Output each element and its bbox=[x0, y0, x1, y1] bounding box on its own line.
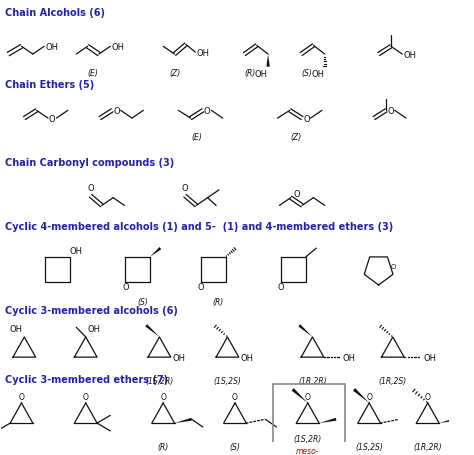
Text: O: O bbox=[293, 190, 300, 199]
Text: (S): (S) bbox=[301, 68, 312, 77]
Polygon shape bbox=[353, 388, 369, 403]
Text: (1R,2R): (1R,2R) bbox=[413, 442, 442, 451]
Text: O: O bbox=[113, 106, 120, 116]
Text: O: O bbox=[305, 392, 310, 401]
Text: (Z): (Z) bbox=[169, 68, 180, 77]
Text: O: O bbox=[387, 106, 394, 116]
Text: (R): (R) bbox=[157, 442, 169, 451]
Text: OH: OH bbox=[45, 43, 58, 52]
Text: O: O bbox=[425, 392, 431, 401]
Text: Chain Ethers (5): Chain Ethers (5) bbox=[5, 80, 95, 90]
Text: (1R,2R): (1R,2R) bbox=[298, 376, 327, 385]
Text: O: O bbox=[366, 392, 372, 401]
Text: OH: OH bbox=[403, 51, 416, 60]
Polygon shape bbox=[174, 418, 192, 423]
Text: (1S,2R): (1S,2R) bbox=[146, 376, 173, 385]
Text: (S): (S) bbox=[229, 442, 240, 451]
Text: O: O bbox=[49, 114, 55, 123]
Text: (1S,2S): (1S,2S) bbox=[355, 442, 383, 451]
Polygon shape bbox=[266, 55, 270, 67]
Text: OH: OH bbox=[173, 353, 186, 362]
Text: O: O bbox=[391, 263, 396, 269]
Text: (1S,2R): (1S,2R) bbox=[293, 435, 322, 444]
Text: O: O bbox=[232, 392, 238, 401]
Text: OH: OH bbox=[196, 49, 209, 57]
Text: OH: OH bbox=[88, 324, 100, 334]
Text: OH: OH bbox=[9, 324, 22, 334]
Text: O: O bbox=[198, 283, 204, 292]
Text: OH: OH bbox=[343, 353, 356, 362]
Text: OH: OH bbox=[111, 43, 124, 52]
Text: O: O bbox=[160, 392, 166, 401]
Text: Cyclic 3-membered ethers (7): Cyclic 3-membered ethers (7) bbox=[5, 374, 169, 384]
Polygon shape bbox=[439, 418, 456, 423]
Polygon shape bbox=[150, 248, 161, 257]
Text: O: O bbox=[204, 106, 210, 116]
Text: Cyclic 3-membered alcohols (6): Cyclic 3-membered alcohols (6) bbox=[5, 306, 178, 316]
Text: (R): (R) bbox=[245, 68, 256, 77]
Polygon shape bbox=[298, 324, 312, 337]
Text: (1S,2S): (1S,2S) bbox=[213, 376, 241, 385]
Text: (E): (E) bbox=[88, 68, 99, 77]
Polygon shape bbox=[145, 324, 159, 337]
Text: Chain Carbonyl compounds (3): Chain Carbonyl compounds (3) bbox=[5, 157, 174, 167]
Text: OH: OH bbox=[311, 70, 325, 78]
Text: O: O bbox=[182, 184, 188, 193]
Text: (E): (E) bbox=[192, 132, 203, 142]
Text: (S): (S) bbox=[137, 297, 148, 306]
Text: Chain Alcohols (6): Chain Alcohols (6) bbox=[5, 9, 105, 18]
Text: OH: OH bbox=[255, 70, 268, 78]
Text: OH: OH bbox=[70, 246, 82, 255]
Text: (1R,2S): (1R,2S) bbox=[379, 376, 407, 385]
Text: O: O bbox=[83, 392, 89, 401]
Text: (Z): (Z) bbox=[291, 132, 302, 142]
Polygon shape bbox=[319, 418, 337, 423]
Text: OH: OH bbox=[423, 353, 436, 362]
Text: OH: OH bbox=[241, 353, 254, 362]
Text: O: O bbox=[278, 283, 284, 292]
Text: O: O bbox=[122, 283, 129, 292]
Text: O: O bbox=[18, 392, 25, 401]
Text: Cyclic 4-membered alcohols (1) and 5-  (1) and 4-membered ethers (3): Cyclic 4-membered alcohols (1) and 5- (1… bbox=[5, 222, 394, 232]
Text: (R): (R) bbox=[212, 297, 224, 306]
Text: O: O bbox=[303, 114, 310, 123]
Text: O: O bbox=[87, 184, 94, 193]
Polygon shape bbox=[292, 388, 308, 403]
Text: meso-: meso- bbox=[296, 446, 319, 455]
